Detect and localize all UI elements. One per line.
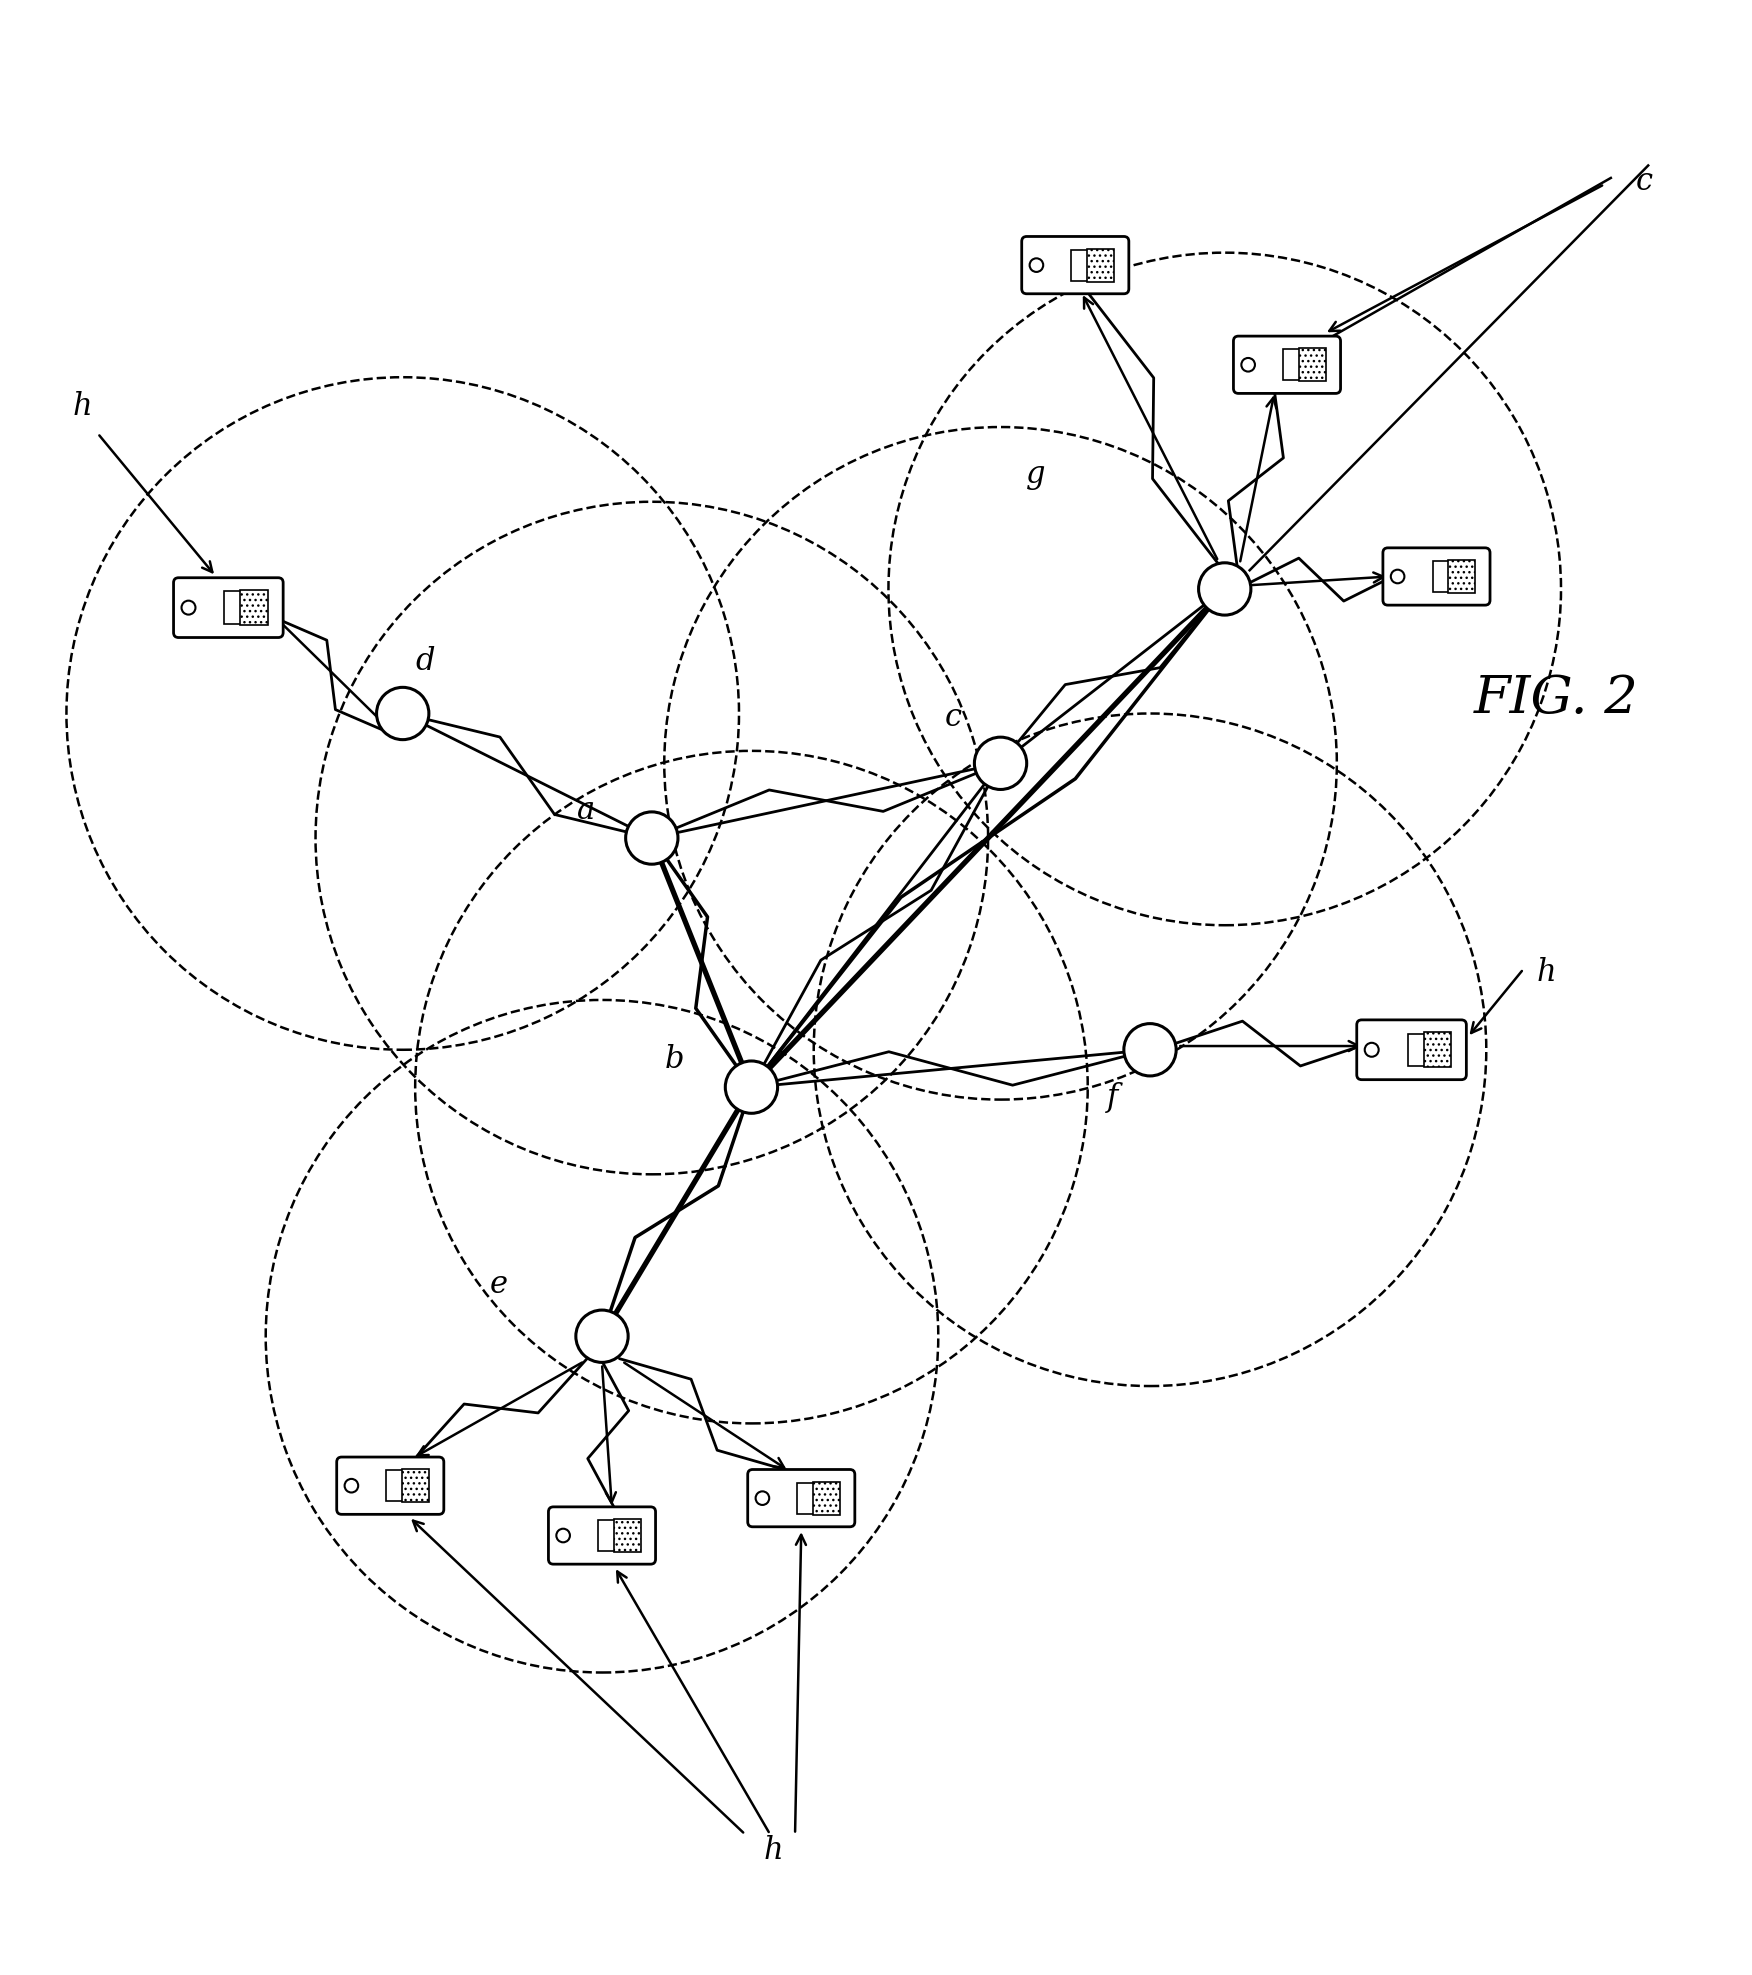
Circle shape — [377, 687, 429, 741]
Bar — [1433, 561, 1454, 592]
FancyBboxPatch shape — [1356, 1019, 1466, 1080]
Bar — [613, 1519, 641, 1552]
Circle shape — [725, 1061, 778, 1114]
Text: h: h — [72, 391, 93, 421]
Bar — [224, 591, 247, 624]
Bar — [387, 1469, 408, 1501]
Text: b: b — [664, 1045, 683, 1076]
Text: h: h — [1537, 958, 1556, 988]
Bar — [240, 591, 268, 624]
Circle shape — [974, 737, 1027, 790]
Bar — [1298, 348, 1326, 381]
Text: c: c — [944, 701, 962, 733]
FancyBboxPatch shape — [548, 1507, 655, 1564]
FancyBboxPatch shape — [748, 1469, 855, 1527]
Text: g: g — [1025, 458, 1044, 490]
Text: a: a — [576, 796, 596, 826]
Bar — [1086, 249, 1114, 282]
Bar — [1282, 350, 1305, 379]
Bar — [797, 1483, 818, 1513]
Text: FIG. 2: FIG. 2 — [1473, 673, 1638, 725]
FancyBboxPatch shape — [336, 1458, 443, 1515]
Bar — [1407, 1033, 1430, 1066]
Text: h: h — [764, 1835, 783, 1866]
Circle shape — [576, 1309, 629, 1363]
Bar — [1449, 561, 1475, 592]
Bar — [401, 1469, 429, 1503]
FancyBboxPatch shape — [1021, 237, 1128, 294]
FancyBboxPatch shape — [173, 579, 284, 638]
Circle shape — [1198, 563, 1251, 614]
Circle shape — [625, 812, 678, 865]
Bar — [1072, 249, 1093, 280]
Bar — [1424, 1033, 1451, 1066]
Text: e: e — [491, 1268, 508, 1300]
FancyBboxPatch shape — [1233, 336, 1340, 393]
Text: c: c — [1636, 166, 1652, 198]
Text: f: f — [1107, 1082, 1118, 1112]
FancyBboxPatch shape — [1382, 547, 1489, 604]
Circle shape — [1123, 1023, 1176, 1076]
Bar — [813, 1481, 841, 1515]
Text: d: d — [415, 646, 434, 677]
Bar — [597, 1521, 620, 1550]
